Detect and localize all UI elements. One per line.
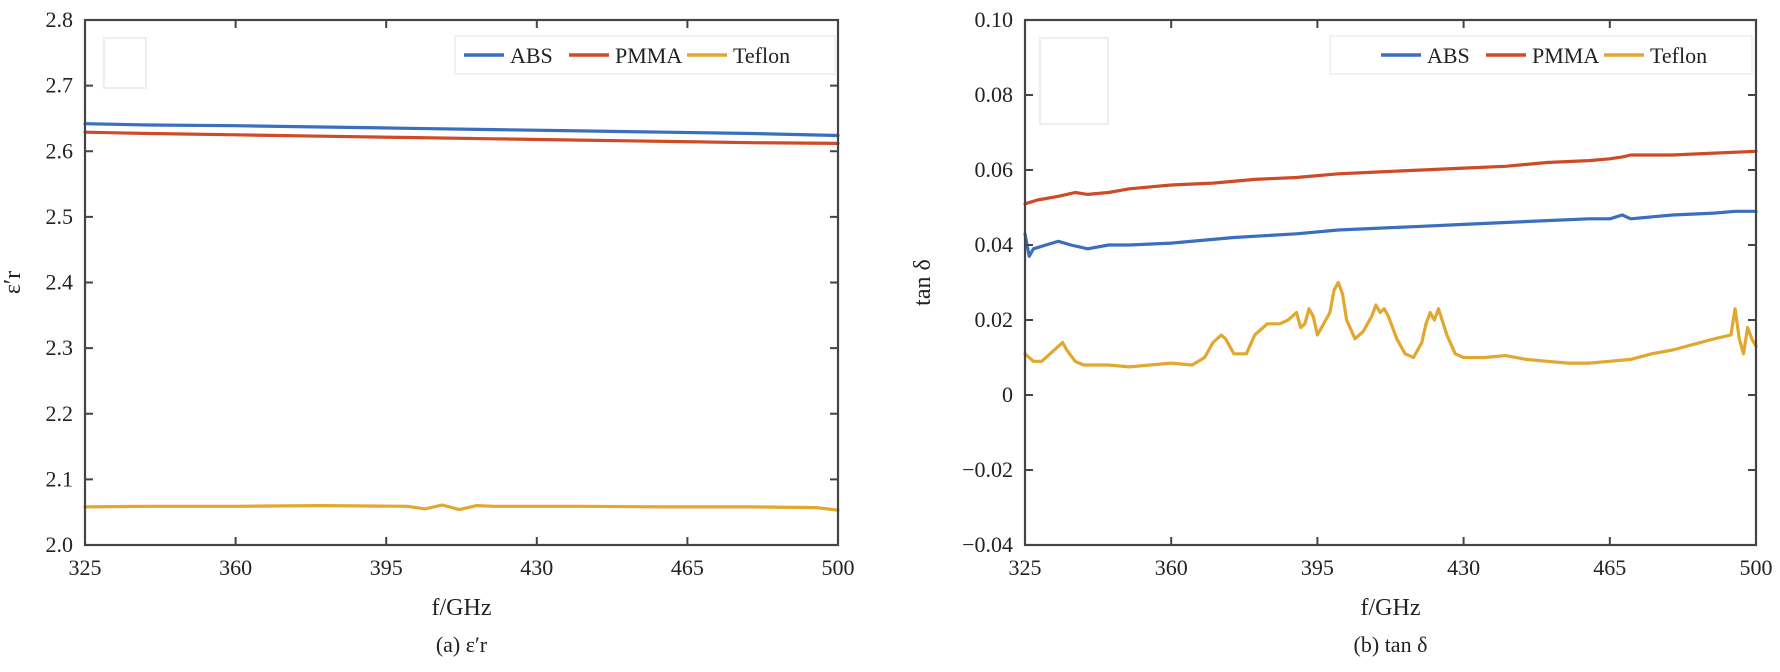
- panel-a-xtick-label: 500: [822, 555, 855, 580]
- panel-a-xtick-label: 465: [671, 555, 704, 580]
- panel-a-series-teflon-line: [83, 503, 840, 512]
- panel-a-legend-label-pmma: PMMA: [615, 43, 682, 68]
- panel-b-legend-label-pmma: PMMA: [1532, 43, 1599, 68]
- panel-b-decor-box: [1039, 37, 1109, 125]
- panel-a-ytick-label: 2.6: [46, 138, 74, 163]
- panel-b-caption: (b) tan δ: [1354, 632, 1428, 657]
- panel-a-ytick-label: 2.3: [46, 335, 74, 360]
- panel-b-ytick-label: 0.08: [975, 82, 1014, 107]
- panel-a-ytick-label: 2.8: [46, 7, 74, 32]
- panel-a-ytick-label: 2.7: [46, 73, 74, 98]
- panel-b-plot-frame: [1023, 18, 1758, 547]
- panel-b-xtick-label: 325: [1009, 555, 1042, 580]
- panel-a-xtick-label: 395: [370, 555, 403, 580]
- panel-b-xtick-label: 395: [1301, 555, 1334, 580]
- panel-b-series-teflon-line: [1023, 280, 1758, 369]
- panel-b-xtick-label: 500: [1740, 555, 1773, 580]
- panel-b-y-axis-title: tan δ: [910, 259, 936, 306]
- panel-b: 325 360 395 430 465 500 −0.04 −0.02 0 0.02 0.04 0.0…: [910, 7, 1773, 657]
- panel-b-ytick-label: 0: [1002, 382, 1013, 407]
- panel-b-ytick-label: 0.02: [975, 307, 1014, 332]
- panel-a-series-abs-line: [83, 122, 840, 138]
- panel-b-ytick-label: −0.04: [962, 532, 1013, 557]
- panel-b-xtick-label: 465: [1593, 555, 1626, 580]
- panel-b-legend-label-abs: ABS: [1427, 43, 1470, 68]
- panel-b-ytick-label: 0.10: [975, 7, 1014, 32]
- panel-a-xtick-label: 325: [69, 555, 102, 580]
- panel-b-xtick-label: 360: [1155, 555, 1188, 580]
- panel-a-ytick-label: 2.0: [46, 532, 74, 557]
- panel-a-x-axis-title: f/GHz: [432, 595, 492, 621]
- panel-a-ytick-label: 2.4: [46, 270, 74, 295]
- panel-a-xtick-label: 430: [520, 555, 553, 580]
- panel-a-ytick-label: 2.2: [46, 401, 74, 426]
- panel-a-legend-label-abs: ABS: [510, 43, 553, 68]
- panel-a-decor-box: [103, 37, 147, 89]
- panel-b-ytick-label: 0.04: [975, 232, 1014, 257]
- panel-b-xtick-label: 430: [1447, 555, 1480, 580]
- panel-a-legend-box: [454, 35, 836, 75]
- panel-a-y-axis-title: ε′r: [0, 271, 26, 294]
- panel-a-plot-frame: [83, 18, 840, 547]
- panel-a-ytick-label: 2.1: [46, 466, 74, 491]
- panel-b-series-pmma-line: [1023, 149, 1758, 206]
- panel-b-legend-label-teflon: Teflon: [1650, 43, 1707, 68]
- panel-a-legend-label-teflon: Teflon: [733, 43, 790, 68]
- panel-b-ytick-label: 0.06: [975, 157, 1014, 182]
- panel-a: 325 360 395 430 465 500 2.0 2.1 2.2 2.3 2.4 2.5 2.6 2…: [0, 7, 855, 657]
- panel-b-series-abs-line: [1023, 209, 1758, 258]
- panel-a-xtick-label: 360: [219, 555, 252, 580]
- panel-b-ytick-label: −0.02: [962, 457, 1013, 482]
- panel-a-caption: (a) ε′r: [436, 632, 488, 657]
- panel-b-x-axis-title: f/GHz: [1361, 595, 1421, 621]
- panel-a-ytick-label: 2.5: [46, 204, 74, 229]
- panel-a-series-pmma-line: [83, 130, 840, 145]
